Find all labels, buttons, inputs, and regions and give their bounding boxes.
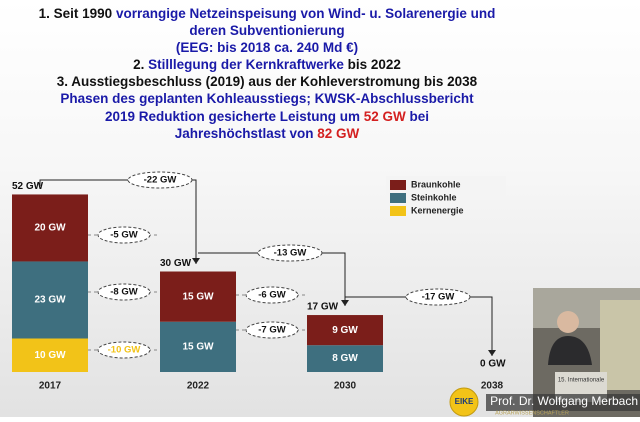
bar-segment — [160, 271, 236, 322]
heading-span: Jahreshöchstlast von — [175, 126, 318, 141]
data-label: 20 GW — [34, 223, 66, 234]
change-label: -8 GW — [110, 287, 137, 298]
heading-span: bei — [406, 109, 429, 124]
total-label: 30 GW — [160, 258, 192, 269]
change-label: -22 GW — [144, 175, 177, 186]
chart: 2017 10 GW 23 GW 20 GW 52 GW 2022 15 GW 15 GW 30… — [12, 171, 506, 392]
heading-line: (EEG: bis 2018 ca. 240 Md €) — [176, 40, 358, 55]
bar-segment — [307, 345, 383, 372]
bar-segment — [12, 261, 88, 339]
heading-span: 2. — [133, 57, 148, 72]
data-label: 15 GW — [182, 342, 214, 353]
heading-line: 3. Ausstiegsbeschluss (2019) aus der Koh… — [57, 74, 478, 89]
arrow-head — [341, 300, 349, 306]
change-bubble — [257, 244, 323, 262]
data-label: 8 GW — [332, 353, 358, 364]
heading-span: Phasen des geplanten Kohleausstiegs; KWS… — [60, 91, 474, 106]
heading-span: deren Subventionierung — [189, 23, 344, 38]
legend-swatch — [390, 180, 406, 190]
data-label: 10 GW — [34, 350, 66, 361]
bar-segment — [12, 194, 88, 262]
heading-line: 2. Stilllegung der Kernkraftwerke bis 20… — [133, 57, 401, 72]
heading-span: 2019 Reduktion gesicherte Leistung um — [105, 109, 364, 124]
heading-span: 1. Seit 1990 — [39, 6, 116, 21]
logo-subtext: AGRARWISSENSCHAFTLER — [495, 410, 569, 416]
speaker-head — [557, 311, 579, 333]
legend-label: Kernenergie — [411, 205, 464, 215]
logo-text: EIKE — [455, 397, 474, 406]
legend-label: Braunkohle — [411, 179, 461, 189]
heading-line: Phasen des geplanten Kohleausstiegs; KWS… — [60, 91, 474, 106]
change-arrow — [39, 179, 197, 264]
change-label: -7 GW — [258, 325, 285, 336]
arrow-head — [192, 258, 200, 264]
data-label: 15 GW — [182, 291, 214, 302]
heading-span: vorrangige Netzeinspeisung von Wind- u. … — [116, 6, 495, 21]
caption-bg — [486, 394, 640, 411]
change-label: -13 GW — [274, 248, 307, 259]
x-tick-label: 2022 — [187, 381, 210, 392]
total-label: 52 GW — [12, 181, 44, 192]
change-bubble — [97, 341, 151, 359]
heading: 1. Seit 1990 vorrangige Netzeinspeisung … — [39, 6, 496, 141]
heading-span: 52 GW — [364, 109, 406, 124]
change-label: -5 GW — [110, 230, 137, 241]
change-arrow — [345, 296, 493, 356]
change-bubble — [405, 288, 471, 306]
change-label: -17 GW — [422, 292, 455, 303]
x-tick-label: 2017 — [39, 381, 62, 392]
logo: EIKE AGRARWISSENSCHAFTLER — [449, 387, 569, 417]
heading-line: Jahreshöchstlast von 82 GW — [175, 126, 360, 141]
heading-line: deren Subventionierung — [189, 23, 344, 38]
data-label: 9 GW — [332, 325, 358, 336]
bar-segment — [307, 315, 383, 346]
bar-segment — [12, 338, 88, 372]
data-label: 23 GW — [34, 295, 66, 306]
change-label: -6 GW — [258, 290, 285, 301]
speaker-body — [548, 336, 592, 365]
change-bubble — [245, 321, 299, 339]
logo-badge — [449, 387, 479, 417]
change-bubble — [245, 286, 299, 304]
heading-line: 1. Seit 1990 vorrangige Netzeinspeisung … — [39, 6, 496, 21]
change-bubble — [97, 226, 151, 244]
change-bubble — [127, 171, 193, 189]
legend-label: Steinkohle — [411, 192, 457, 202]
heading-span: bis 2022 — [344, 57, 401, 72]
speaker-video: 15. Internationale Prof. Dr. Wolfgang Me… — [486, 288, 640, 417]
podium-text: 15. Internationale — [558, 378, 605, 384]
change-label: -10 GW — [108, 345, 141, 356]
change-arrow — [198, 252, 346, 306]
heading-span: 82 GW — [317, 126, 359, 141]
speaker-caption: Prof. Dr. Wolfgang Merbach — [490, 394, 638, 408]
heading-span: Stilllegung der Kernkraftwerke — [148, 57, 344, 72]
x-tick-label: 2030 — [334, 381, 357, 392]
total-label: 0 GW — [480, 359, 506, 370]
heading-span: 3. Ausstiegsbeschluss (2019) aus der Koh… — [57, 74, 478, 89]
legend-swatch — [390, 206, 406, 216]
x-tick-label: 2038 — [481, 381, 504, 392]
total-label: 17 GW — [307, 302, 339, 313]
arrow-head — [488, 350, 496, 356]
bar-segment — [160, 321, 236, 372]
heading-line: 2019 Reduktion gesicherte Leistung um 52… — [105, 109, 429, 124]
heading-span: (EEG: bis 2018 ca. 240 Md €) — [176, 40, 358, 55]
legend-swatch — [390, 193, 406, 203]
change-bubble — [97, 283, 151, 301]
